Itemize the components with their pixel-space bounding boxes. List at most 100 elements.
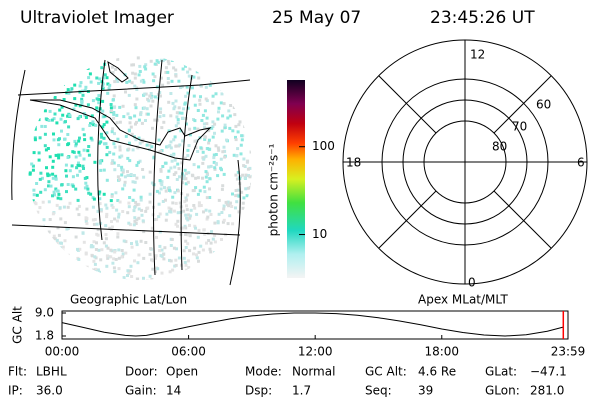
uv-pixel — [144, 241, 148, 244]
uv-pixel — [82, 157, 86, 161]
uv-pixel — [127, 201, 131, 205]
uv-pixel — [193, 246, 197, 250]
field-value: 36.0 — [36, 384, 63, 398]
date: 25 May 07 — [272, 8, 361, 28]
uv-pixel — [175, 115, 179, 119]
uv-pixel — [105, 153, 109, 157]
mlt-label: 6 — [577, 156, 585, 170]
uv-pixel — [204, 85, 208, 89]
uv-pixel — [208, 196, 212, 199]
uv-pixel — [94, 248, 98, 251]
uv-pixel — [205, 241, 208, 245]
uv-pixel — [94, 123, 98, 127]
uv-pixel — [118, 105, 122, 109]
uv-pixel — [153, 118, 157, 122]
uv-pixel — [110, 225, 114, 229]
uv-pixel — [231, 192, 234, 196]
uv-pixel — [111, 205, 115, 209]
uv-pixel — [213, 166, 217, 170]
uv-pixel — [66, 183, 70, 186]
uv-pixel — [83, 176, 87, 180]
uv-pixel — [49, 184, 53, 188]
uv-pixel — [174, 222, 178, 226]
uv-pixel — [207, 147, 211, 151]
uv-pixel — [202, 185, 206, 189]
uv-pixel — [111, 98, 115, 102]
uv-pixel — [98, 141, 101, 145]
uv-pixel — [74, 144, 78, 148]
uv-pixel — [98, 202, 102, 206]
uv-pixel — [101, 99, 105, 103]
uv-pixel — [107, 87, 111, 91]
uv-pixel — [127, 147, 131, 151]
uv-pixel — [109, 248, 113, 252]
uv-pixel — [241, 206, 245, 210]
uv-pixel — [86, 103, 90, 107]
uv-pixel — [82, 133, 86, 137]
uv-pixel — [33, 136, 37, 140]
uv-pixel — [208, 83, 212, 87]
uv-pixel — [129, 264, 133, 268]
uv-pixel — [97, 81, 101, 85]
uv-pixel — [74, 103, 78, 107]
uv-pixel — [99, 132, 103, 136]
polar-spoke — [493, 190, 552, 249]
uv-pixel — [112, 105, 116, 109]
uv-pixel — [129, 125, 133, 129]
uv-pixel — [199, 95, 202, 99]
uv-pixel — [132, 209, 136, 213]
uv-pixel — [184, 182, 188, 186]
uv-pixel — [144, 209, 148, 213]
uv-pixel — [141, 168, 145, 171]
uv-pixel — [149, 92, 153, 95]
uv-pixel — [74, 187, 78, 191]
uv-pixel — [160, 76, 163, 80]
uv-pixel — [65, 190, 68, 194]
uv-pixel — [170, 238, 174, 241]
uv-pixel — [174, 258, 178, 262]
uv-pixel — [54, 174, 58, 178]
uv-pixel — [169, 259, 173, 263]
uv-pixel — [128, 121, 132, 125]
uv-pixel — [61, 113, 65, 117]
uv-pixel — [168, 270, 172, 274]
uv-pixel — [161, 200, 165, 203]
uv-pixel — [211, 135, 215, 139]
uv-pixel — [142, 230, 146, 234]
uv-pixel — [192, 94, 196, 98]
uv-pixel — [92, 240, 96, 244]
uv-pixel — [132, 63, 135, 67]
uv-pixel — [158, 91, 162, 94]
uv-pixel — [98, 270, 101, 274]
parallel — [17, 79, 251, 96]
uv-pixel — [213, 131, 216, 135]
uv-pixel — [188, 216, 192, 220]
uv-pixel — [121, 210, 125, 213]
uv-pixel — [146, 206, 150, 210]
uv-pixel — [141, 219, 145, 223]
uv-pixel — [217, 106, 221, 110]
uv-pixel — [155, 189, 159, 193]
uv-pixel — [105, 131, 109, 135]
uv-pixel — [103, 73, 107, 77]
uv-pixel — [57, 192, 61, 196]
uv-pixel — [170, 79, 174, 83]
uv-pixel — [126, 269, 130, 273]
uv-pixel — [95, 106, 99, 110]
uv-pixel — [180, 111, 184, 115]
uv-pixel — [135, 240, 139, 244]
uv-pixel — [97, 94, 101, 98]
uv-pixel — [130, 242, 133, 245]
uv-pixel — [40, 124, 44, 128]
uv-pixel — [104, 237, 108, 241]
uv-pixel — [90, 114, 94, 118]
uv-pixel — [167, 62, 171, 66]
uv-pixel — [152, 79, 156, 83]
uv-pixel — [158, 191, 161, 195]
uv-pixel — [137, 216, 141, 220]
uv-pixel — [209, 164, 213, 168]
uv-pixel — [239, 143, 243, 147]
uv-pixel — [129, 116, 133, 120]
uv-pixel — [195, 253, 198, 257]
uv-pixel — [70, 164, 74, 168]
